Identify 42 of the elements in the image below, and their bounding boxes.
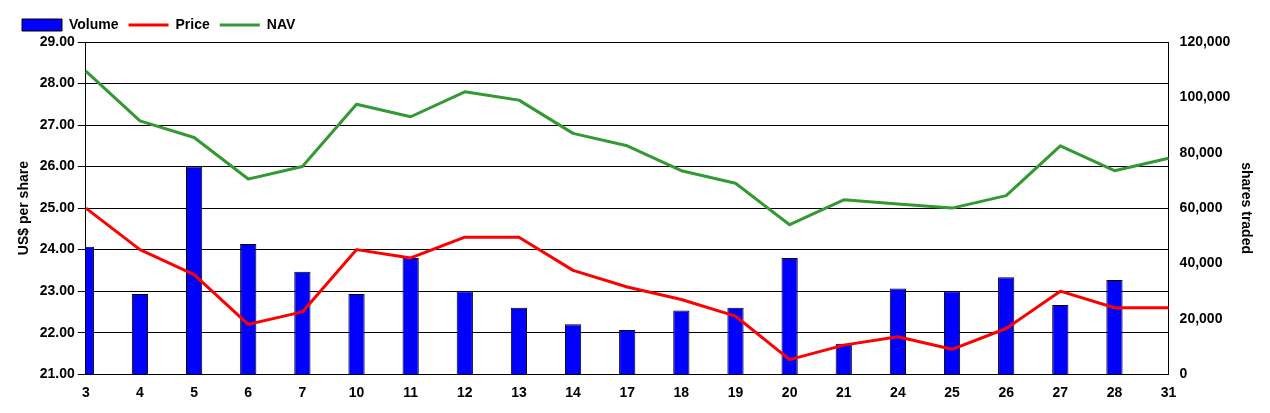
x-tick-label: 12	[457, 384, 473, 401]
x-tick-label: 11	[403, 384, 419, 401]
y-tick-label: 29.00	[39, 32, 76, 49]
x-tick-label: 5	[190, 384, 199, 401]
y2-tick-label: 20,000	[1179, 309, 1223, 326]
y2-tick-label: 0	[1179, 365, 1188, 382]
x-tick-label: 26	[998, 384, 1015, 401]
y-tick-label: 21.00	[39, 365, 76, 382]
y-tick-label: 24.00	[39, 240, 76, 257]
x-tick-label: 7	[298, 384, 307, 401]
x-tick-label: 19	[727, 384, 744, 401]
y-tick-label: 26.00	[39, 157, 76, 174]
y-tick-label: 23.00	[39, 282, 76, 299]
y-tick-label: 27.00	[39, 115, 76, 132]
legend-label: NAV	[266, 15, 296, 32]
legend-label: Price	[175, 15, 210, 32]
x-tick-label: 25	[944, 384, 961, 401]
y-tick-label: 25.00	[39, 198, 76, 215]
x-tick-label: 10	[348, 384, 365, 401]
x-tick-label: 13	[511, 384, 527, 401]
x-tick-label: 3	[81, 384, 90, 401]
y2-tick-label: 100,000	[1179, 88, 1231, 105]
x-tick-label: 17	[619, 384, 636, 401]
y-axis-title: US$ per share	[15, 160, 32, 256]
x-tick-label: 27	[1052, 384, 1069, 401]
y2-axis-title: shares traded	[1238, 162, 1255, 255]
y2-tick-label: 120,000	[1179, 32, 1231, 49]
x-tick-label: 28	[1106, 384, 1123, 401]
y2-tick-label: 60,000	[1179, 198, 1223, 215]
x-tick-label: 31	[1160, 384, 1177, 401]
x-tick-label: 24	[890, 384, 906, 401]
x-tick-label: 18	[673, 384, 690, 401]
x-tick-label: 4	[136, 384, 145, 401]
x-tick-label: 20	[781, 384, 798, 401]
y2-tick-label: 40,000	[1179, 254, 1223, 271]
y-tick-label: 22.00	[39, 323, 76, 340]
y-tick-label: 28.00	[39, 74, 76, 91]
x-tick-label: 14	[565, 384, 582, 401]
legend-label: Volume	[69, 15, 119, 32]
x-tick-label: 21	[835, 384, 852, 401]
y2-tick-label: 80,000	[1179, 143, 1223, 160]
x-tick-label: 6	[244, 384, 253, 401]
